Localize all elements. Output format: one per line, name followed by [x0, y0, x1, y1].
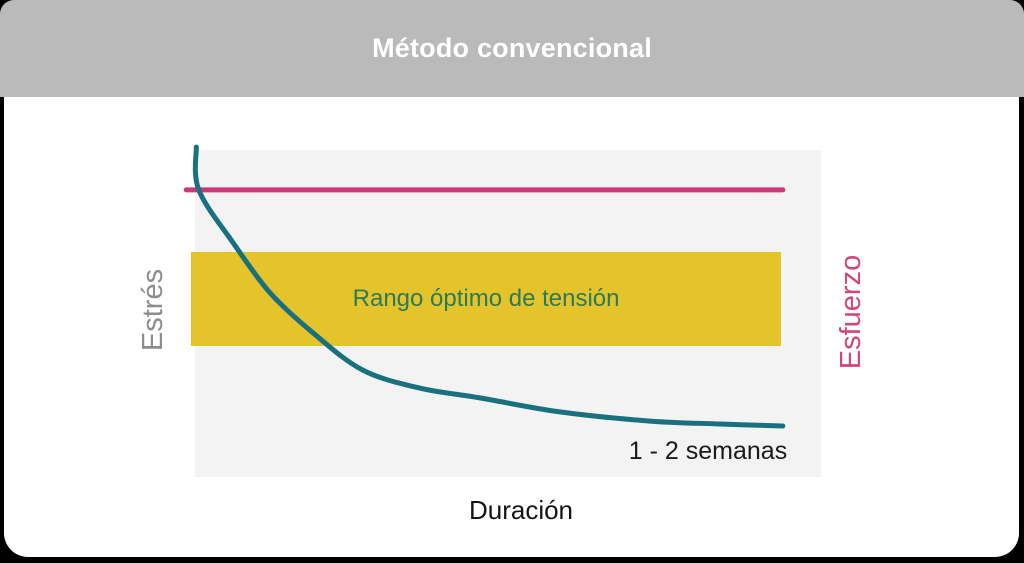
optimal-range-label: Rango óptimo de tensión [352, 284, 620, 312]
optimal-range-band: Rango óptimo de tensión [191, 252, 781, 346]
y-axis-label-left: Estrés [137, 268, 169, 352]
y-axis-label-right: Esfuerzo [835, 254, 867, 370]
x-axis-label: Duración [468, 495, 574, 525]
chart-card: Rango óptimo de tensión Estrés Esfuerzo … [4, 97, 1019, 557]
page-title: Método convencional [372, 33, 652, 63]
duration-annotation: 1 - 2 semanas [628, 437, 788, 465]
header-bar: Método convencional [0, 0, 1024, 97]
